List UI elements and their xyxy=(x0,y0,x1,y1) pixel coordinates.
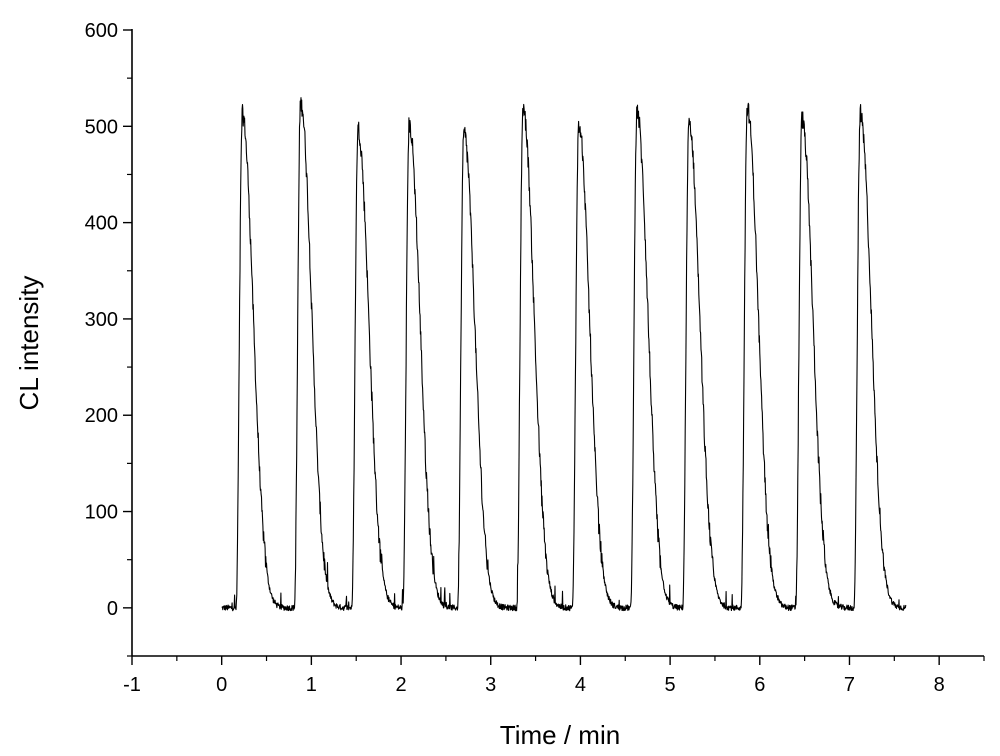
x-tick-label: 3 xyxy=(485,674,496,696)
y-axis-title: CL intensity xyxy=(14,276,44,411)
cl-intensity-trace xyxy=(221,97,907,612)
y-ticks: 0 100 200 300 400 500 600 xyxy=(85,20,132,657)
y-tick-label: 100 xyxy=(85,502,118,524)
axes xyxy=(131,29,984,657)
x-axis-title: Time / min xyxy=(500,720,620,750)
x-tick-label: 0 xyxy=(216,674,227,696)
x-tick-label: 6 xyxy=(754,674,765,696)
x-tick-label: 7 xyxy=(844,674,855,696)
x-ticks: -1 0 1 2 3 4 5 6 7 8 xyxy=(123,656,985,696)
x-tick-label: 5 xyxy=(665,674,676,696)
y-tick-label: 300 xyxy=(85,309,118,331)
y-tick-label: 0 xyxy=(107,598,118,620)
y-tick-label: 400 xyxy=(85,213,118,235)
y-tick-label: 600 xyxy=(85,20,118,42)
x-tick-label: 2 xyxy=(395,674,406,696)
y-tick-label: 500 xyxy=(85,116,118,138)
x-tick-label: -1 xyxy=(123,674,141,696)
x-tick-label: 4 xyxy=(575,674,586,696)
y-tick-label: 200 xyxy=(85,405,118,427)
x-tick-label: 1 xyxy=(306,674,317,696)
x-tick-label: 8 xyxy=(934,674,945,696)
